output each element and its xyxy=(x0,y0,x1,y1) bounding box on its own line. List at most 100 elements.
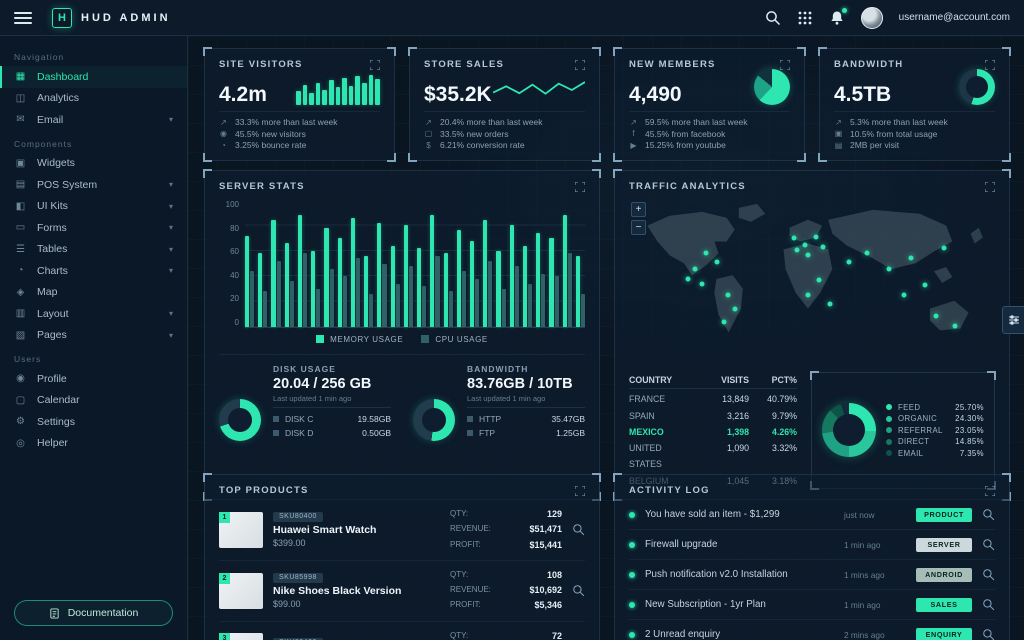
activity-row[interactable]: New Subscription - 1yr Plan 1 min ago SA… xyxy=(629,590,995,620)
magnifier-icon[interactable] xyxy=(572,523,585,536)
table-row-highlighted[interactable]: MEXICO 1,398 4.26% xyxy=(629,426,797,437)
user-avatar[interactable] xyxy=(860,6,883,29)
expand-icon[interactable] xyxy=(985,485,995,496)
sidebar-item-label: Map xyxy=(37,286,58,299)
arrow-up-icon: ↗ xyxy=(630,117,637,127)
sidebar-item-label: POS System xyxy=(37,178,98,191)
card-title: STORE SALES xyxy=(424,59,505,70)
stat-list: ↗ 59.5% more than last week f 45.5% from f… xyxy=(629,117,790,150)
corner-bracket xyxy=(810,371,819,380)
corner-bracket xyxy=(613,473,622,482)
sidebar-item-charts[interactable]: ◔ Charts ▾ xyxy=(0,260,187,282)
rank-badge: 3 xyxy=(219,632,230,640)
traffic-map[interactable]: + − xyxy=(629,198,995,366)
magnifier-icon[interactable] xyxy=(572,584,585,597)
corner-bracket xyxy=(592,169,601,178)
magnifier-icon[interactable] xyxy=(982,598,995,611)
expand-icon[interactable] xyxy=(370,59,380,70)
apps-grid-icon[interactable] xyxy=(797,10,813,26)
sidebar-item-map[interactable]: ◈ Map xyxy=(0,282,187,304)
main-content: SITE VISITORS 4.2m ↗ 33.3% more than last… xyxy=(188,36,1024,640)
sidebar-item-settings[interactable]: ⚙ Settings xyxy=(0,411,187,433)
expand-icon[interactable] xyxy=(780,59,790,70)
search-icon[interactable] xyxy=(765,10,781,26)
rank-badge: 2 xyxy=(219,572,230,584)
corner-bracket xyxy=(1002,153,1011,162)
table-row[interactable]: UNITED STATES 1,090 3.32% xyxy=(629,443,797,470)
orders-icon: ▢ xyxy=(424,129,433,138)
sidebar-item-analytics[interactable]: ◫ Analytics xyxy=(0,88,187,110)
sidebar-item-label: Settings xyxy=(37,415,75,428)
expand-icon[interactable] xyxy=(575,59,585,70)
chart-legend: MEMORY USAGE CPU USAGE xyxy=(219,335,585,344)
legend-dot xyxy=(886,404,892,411)
sidebar-item-profile[interactable]: ◉ Profile xyxy=(0,368,187,390)
sidebar-section-components: Components xyxy=(14,138,73,149)
corner-bracket xyxy=(1002,473,1011,482)
sidebar-item-forms[interactable]: ▭ Forms ▾ xyxy=(0,217,187,239)
activity-badge[interactable]: PRODUCT xyxy=(916,507,972,522)
activity-text: You have sold an item - $1,299 xyxy=(645,509,780,520)
table-row[interactable]: FRANCE 13,849 40.79% xyxy=(629,394,797,405)
activity-row[interactable]: Firewall upgrade 1 min ago SERVER xyxy=(629,530,995,560)
bullet-dot xyxy=(629,631,635,638)
sidebar-item-ui-kits[interactable]: ◧ UI Kits ▾ xyxy=(0,196,187,218)
expand-icon[interactable] xyxy=(985,59,995,70)
bullet-dot xyxy=(629,511,635,518)
server-usage-panels: DISK USAGE 20.04 / 256 GB Last updated 1… xyxy=(219,354,585,441)
sidebar-item-pages[interactable]: ▧ Pages ▾ xyxy=(0,325,187,347)
activity-row[interactable]: You have sold an item - $1,299 just now … xyxy=(629,500,995,530)
zoom-in-button[interactable]: + xyxy=(631,202,646,217)
activity-row[interactable]: 2 Unread enquiry 2 mins ago ENQUIRY xyxy=(629,620,995,640)
stat-item-text: 45.5% from facebook xyxy=(645,128,726,139)
activity-time: just now xyxy=(844,509,875,520)
sidebar-item-layout[interactable]: ▥ Layout ▾ xyxy=(0,303,187,325)
zoom-out-button[interactable]: − xyxy=(631,220,646,235)
sidebar-item-label: Layout xyxy=(37,307,69,320)
activity-badge[interactable]: ENQUIRY xyxy=(916,627,972,640)
product-row[interactable]: 1 SKU80400 Huawei Smart Watch $399.00 QT… xyxy=(219,500,585,561)
activity-badge[interactable]: SERVER xyxy=(916,537,972,552)
sidebar-item-calendar[interactable]: ▢ Calendar xyxy=(0,390,187,412)
activity-time: 1 mins ago xyxy=(844,569,885,580)
expand-icon[interactable] xyxy=(985,181,995,192)
visitors-icon: ◉ xyxy=(220,129,227,138)
sidebar-item-widgets[interactable]: ▣ Widgets xyxy=(0,153,187,175)
disk-d-label: DISK D xyxy=(273,426,313,440)
stat-item-text: 33.5% new orders xyxy=(440,128,509,139)
sidebar-item-pos-system[interactable]: ▤ POS System ▾ xyxy=(0,174,187,196)
sidebar-item-tables[interactable]: ☰ Tables ▾ xyxy=(0,239,187,261)
table-row[interactable]: SPAIN 3,216 9.79% xyxy=(629,410,797,421)
magnifier-icon[interactable] xyxy=(982,628,995,640)
sidebar-item-dashboard[interactable]: ▦ Dashboard xyxy=(0,66,187,88)
corner-bracket xyxy=(203,47,212,56)
activity-row[interactable]: Push notification v2.0 Installation 1 mi… xyxy=(629,560,995,590)
activity-badge[interactable]: ANDROID xyxy=(916,567,972,582)
documentation-button[interactable]: Documentation xyxy=(14,600,173,626)
product-row[interactable]: 2 SKU85998 Nike Shoes Black Version $99.… xyxy=(219,561,585,622)
sidebar-item-email[interactable]: ✉ Email ▾ xyxy=(0,109,187,131)
uikits-icon: ◧ xyxy=(15,200,26,212)
product-row[interactable]: 3 SKU20400 White Sony PS4 QTY:72 REVENUE… xyxy=(219,622,585,640)
sidebar-item-helper[interactable]: ◎ Helper xyxy=(0,433,187,455)
bandwidth-usage-label: BANDWIDTH xyxy=(467,364,529,374)
stat-item-text: 2MB per visit xyxy=(850,140,900,150)
expand-icon[interactable] xyxy=(575,181,585,192)
magnifier-icon[interactable] xyxy=(982,508,995,521)
menu-toggle-icon[interactable] xyxy=(14,11,32,24)
disk-c-value: 19.58GB xyxy=(357,414,391,424)
magnifier-icon[interactable] xyxy=(982,568,995,581)
magnifier-icon[interactable] xyxy=(982,538,995,551)
server-stats-card: SERVER STATS 100 80 60 40 20 0 MEMORY USAGE C… xyxy=(203,169,601,501)
user-email[interactable]: username@account.com xyxy=(898,12,1010,23)
sparkline-path xyxy=(493,81,585,95)
notifications-bell-icon[interactable] xyxy=(829,7,847,26)
arrow-up-icon: ↗ xyxy=(425,117,432,127)
corner-bracket xyxy=(818,47,827,56)
stat-list: ↗ 5.3% more than last week ▣ 10.5% from to… xyxy=(834,117,995,150)
settings-toggle[interactable] xyxy=(1002,306,1024,334)
profile-icon: ◉ xyxy=(16,373,25,385)
activity-text: New Subscription - 1yr Plan xyxy=(645,599,766,610)
expand-icon[interactable] xyxy=(575,485,585,496)
activity-badge[interactable]: SALES xyxy=(916,597,972,612)
